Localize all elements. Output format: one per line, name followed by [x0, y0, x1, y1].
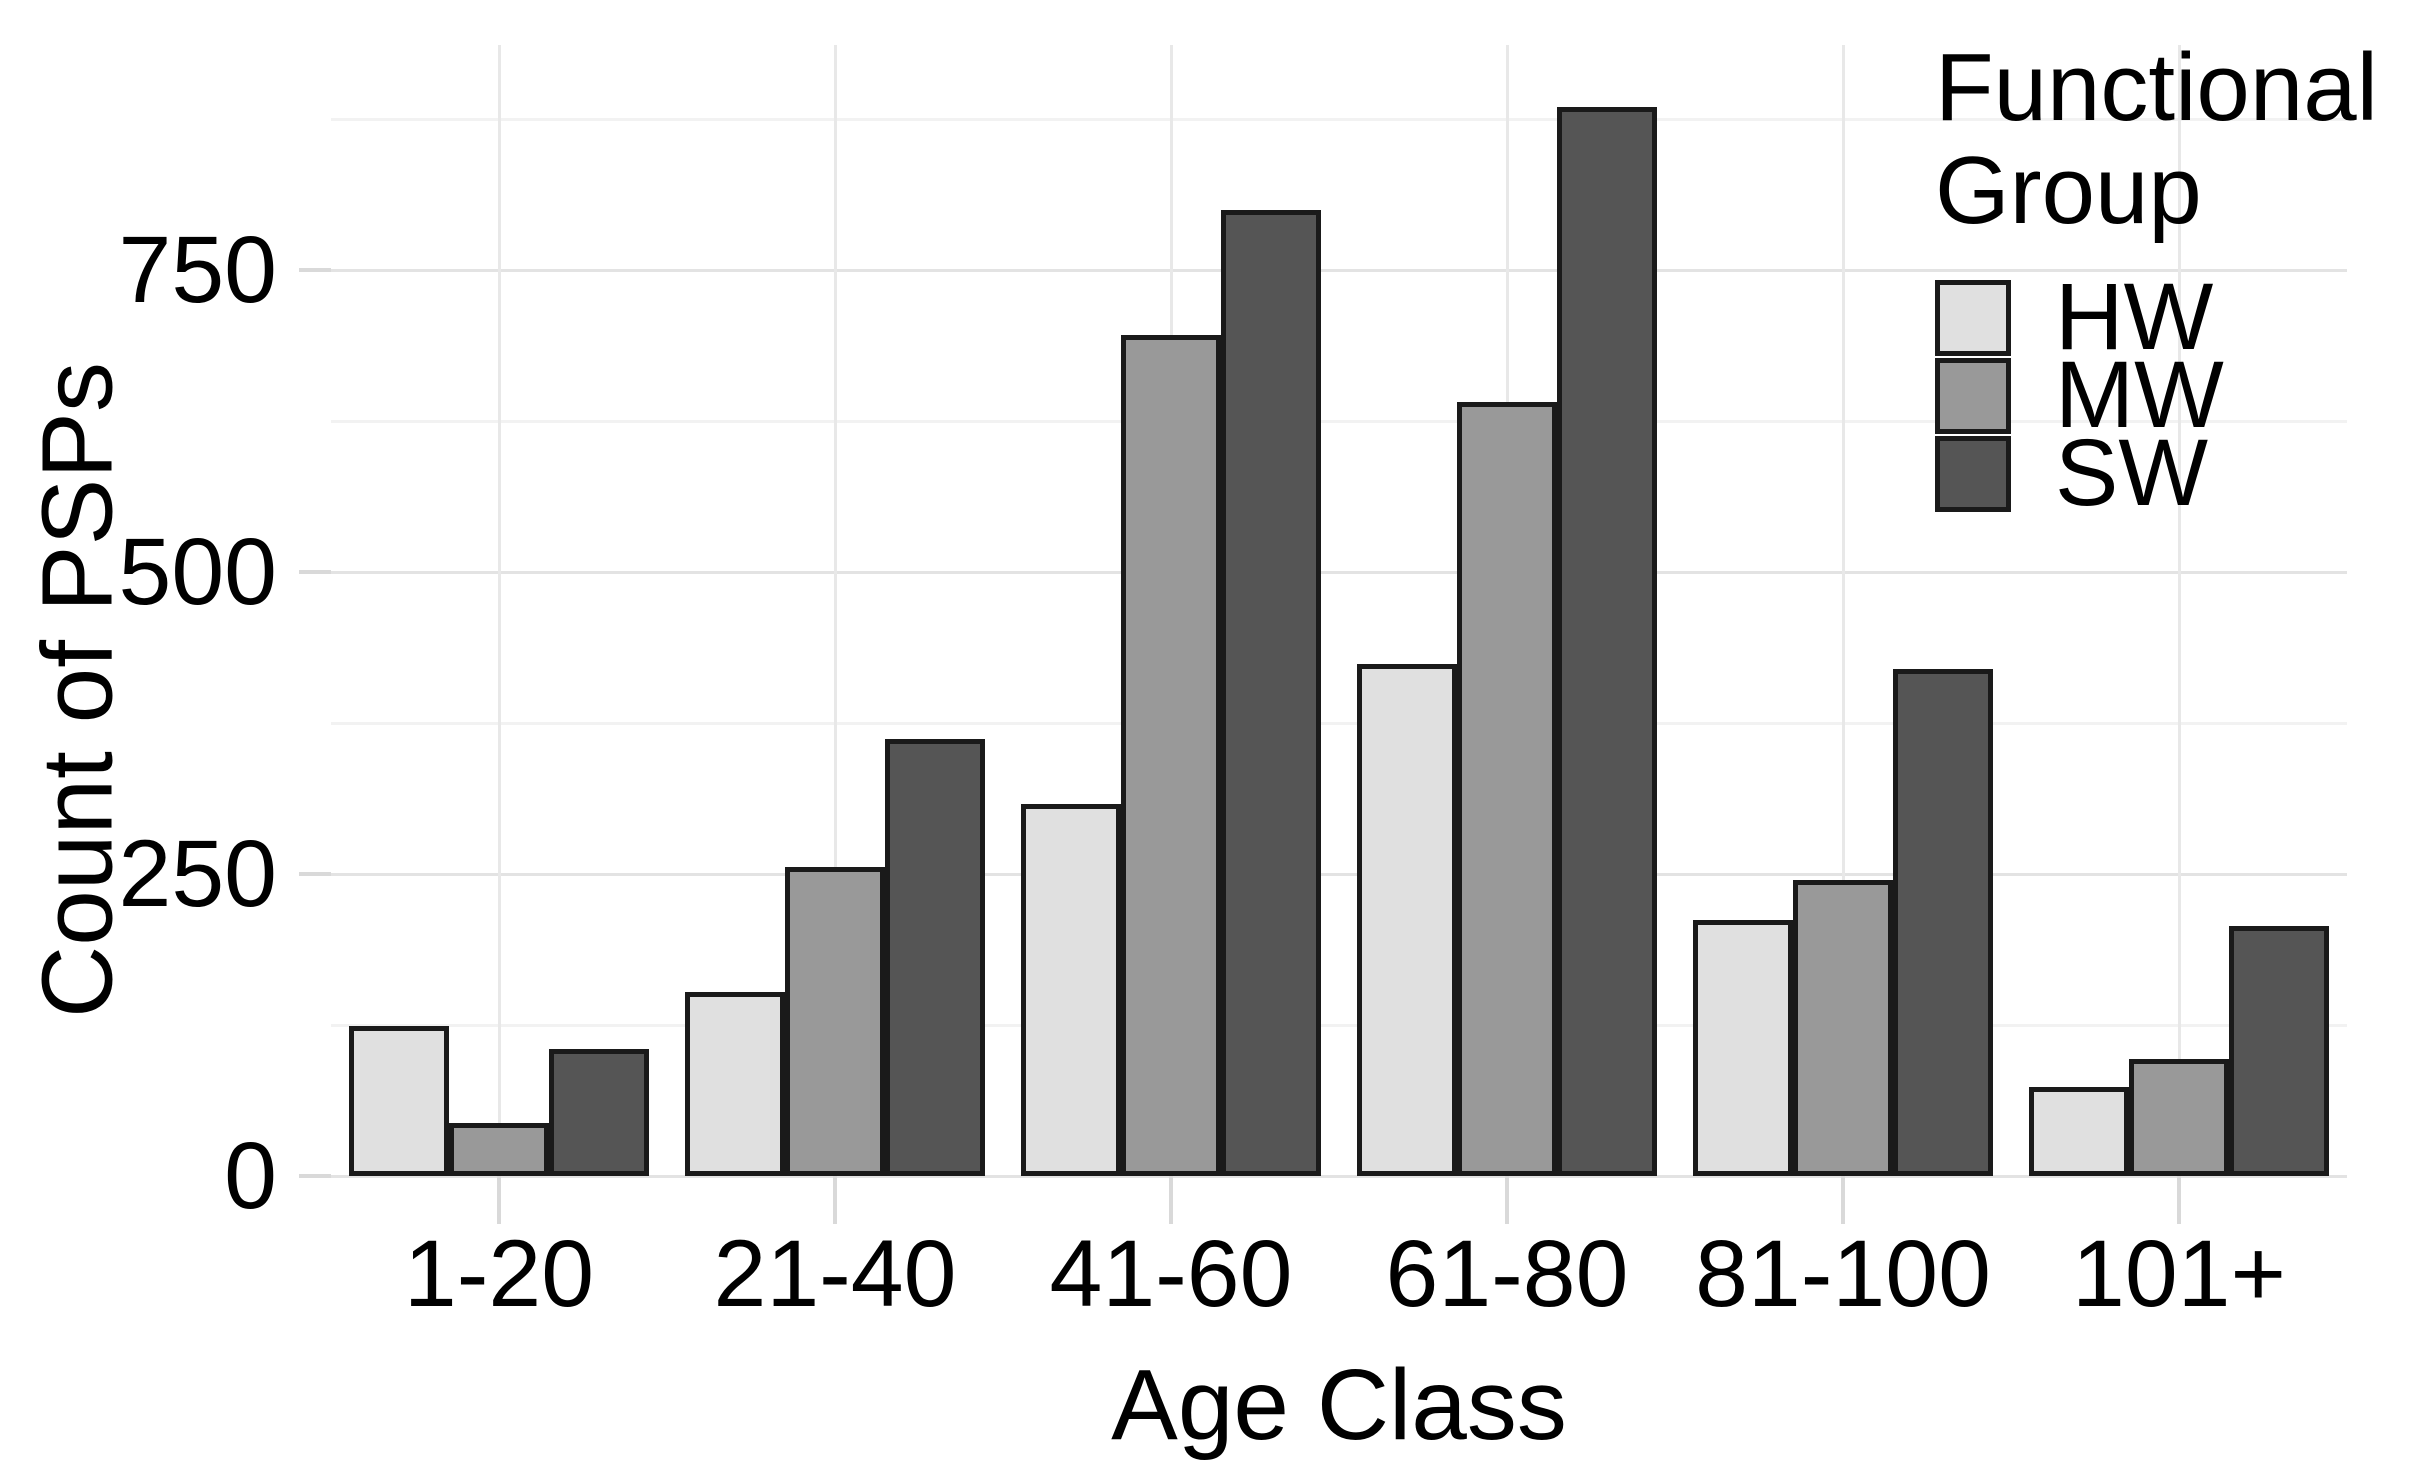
x-tick-label: 1-20 — [403, 1221, 595, 1327]
bar-mw-61-80 — [1457, 402, 1557, 1176]
y-tick — [299, 268, 331, 272]
legend-swatch-hw — [1935, 279, 2011, 356]
bar-hw-61-80 — [1357, 664, 1457, 1176]
y-tick-label: 750 — [118, 217, 277, 323]
x-tick — [1841, 1176, 1845, 1224]
y-tick-label: 500 — [118, 519, 277, 625]
y-tick — [299, 1174, 331, 1178]
bar-hw-81-100 — [1693, 920, 1793, 1176]
bar-sw-41-60 — [1221, 210, 1321, 1176]
x-tick — [833, 1176, 837, 1224]
gridline-vertical — [833, 45, 837, 1176]
x-tick — [1505, 1176, 1509, 1224]
gridline-minor — [331, 419, 2347, 423]
bar-mw-1-20 — [449, 1123, 549, 1176]
legend-swatch-mw — [1935, 357, 2011, 434]
x-tick-label: 61-80 — [1385, 1221, 1629, 1327]
y-tick-label: 0 — [224, 1123, 277, 1229]
bar-sw-61-80 — [1557, 107, 1657, 1176]
legend-item-sw: SW — [1935, 420, 2405, 526]
gridline-major — [331, 872, 2347, 876]
bar-sw-81-100 — [1893, 669, 1993, 1176]
legend-label-hw: HW — [2055, 264, 2214, 370]
y-tick — [299, 570, 331, 574]
gridline-major — [331, 268, 2347, 272]
legend: Functional Group HW MW SW — [1935, 34, 2405, 526]
bar-mw-21-40 — [785, 867, 885, 1176]
legend-label-mw: MW — [2055, 342, 2224, 448]
bar-hw-21-40 — [685, 992, 785, 1176]
gridline-minor — [331, 117, 2347, 121]
bar-mw-41-60 — [1121, 335, 1221, 1176]
bar-hw-101+ — [2029, 1087, 2129, 1176]
gridline-vertical — [2177, 45, 2181, 1176]
plot-panel — [331, 45, 2347, 1178]
legend-title: Functional Group — [1935, 34, 2378, 244]
bar-mw-81-100 — [1793, 880, 1893, 1176]
x-tick — [2177, 1176, 2181, 1224]
gridline-major — [331, 1174, 2347, 1178]
x-tick — [1169, 1176, 1173, 1224]
legend-item-hw: HW — [1935, 264, 2405, 370]
bar-hw-41-60 — [1021, 804, 1121, 1176]
bar-hw-1-20 — [349, 1026, 449, 1176]
x-tick-label: 81-100 — [1695, 1221, 1991, 1327]
gridline-vertical — [1841, 45, 1845, 1176]
y-tick — [299, 872, 331, 876]
x-tick-label: 101+ — [2072, 1221, 2286, 1327]
x-axis-title: Age Class — [1111, 1349, 1567, 1461]
legend-swatch-sw — [1935, 435, 2011, 512]
gridline-minor — [331, 1023, 2347, 1027]
bar-sw-21-40 — [885, 739, 985, 1176]
legend-label-sw: SW — [2055, 420, 2209, 526]
x-tick-label: 41-60 — [1049, 1221, 1293, 1327]
gridline-major — [331, 570, 2347, 574]
bar-sw-101+ — [2229, 926, 2329, 1176]
legend-keys: HW MW SW — [1935, 264, 2405, 526]
bar-mw-101+ — [2129, 1059, 2229, 1176]
y-tick-label: 250 — [118, 821, 277, 927]
gridline-vertical — [497, 45, 501, 1176]
x-tick-label: 21-40 — [713, 1221, 957, 1327]
legend-item-mw: MW — [1935, 342, 2405, 448]
bar-sw-1-20 — [549, 1049, 649, 1176]
gridline-minor — [331, 721, 2347, 725]
x-tick — [497, 1176, 501, 1224]
